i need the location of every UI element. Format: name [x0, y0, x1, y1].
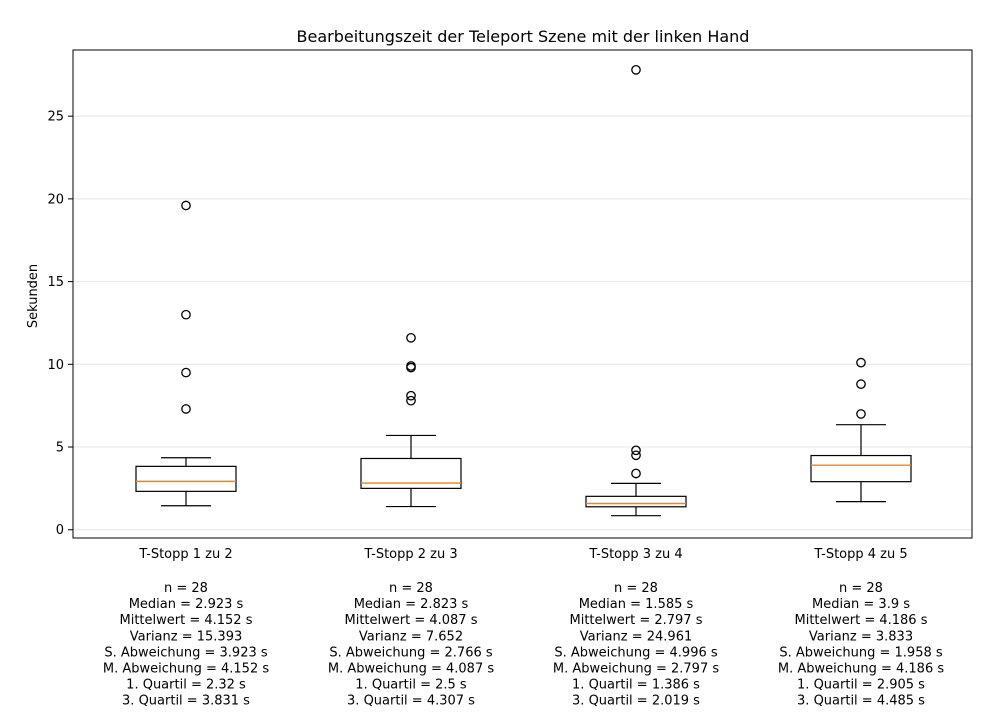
- box-iqr: [810, 454, 912, 483]
- outlier-point: [631, 445, 641, 456]
- stat-line: S. Abweichung = 2.766 s: [329, 645, 493, 660]
- box-group: [135, 200, 237, 507]
- category-label: T-Stopp 3 zu 4: [588, 547, 682, 562]
- category-label: T-Stopp 1 zu 2: [138, 547, 232, 562]
- outlier-point: [856, 357, 866, 368]
- stat-line: M. Abweichung = 2.797 s: [553, 662, 719, 677]
- outlier-point: [856, 379, 866, 390]
- y-tick-label: 20: [47, 192, 64, 207]
- stat-line: Mittelwert = 4.087 s: [345, 613, 478, 628]
- box-iqr: [135, 465, 237, 492]
- outlier-point: [181, 309, 191, 320]
- y-axis: 0 5 10 15 20 25: [47, 110, 73, 538]
- plot-area-frame: [72, 49, 973, 539]
- stat-line: S. Abweichung = 1.958 s: [779, 645, 943, 660]
- stat-line: n = 28: [164, 581, 208, 596]
- stat-line: n = 28: [839, 581, 883, 596]
- box-iqr: [585, 495, 687, 508]
- stat-line: Varianz = 24.961: [580, 629, 692, 644]
- chart-title: Bearbeitungszeit der Teleport Szene mit …: [297, 27, 750, 46]
- category-label: T-Stopp 2 zu 3: [363, 547, 457, 562]
- stat-line: 1. Quartil = 2.5 s: [355, 678, 467, 693]
- category-label: T-Stopp 4 zu 5: [813, 547, 907, 562]
- outlier-point: [856, 409, 866, 419]
- y-tick-label: 5: [56, 441, 64, 456]
- stat-line: Varianz = 15.393: [130, 629, 242, 644]
- stat-line: Mittelwert = 4.186 s: [795, 613, 928, 628]
- outlier-point: [406, 332, 416, 343]
- y-tick-label: 10: [47, 358, 64, 373]
- outlier-point: [631, 468, 641, 479]
- stat-line: n = 28: [614, 581, 658, 596]
- grid-lines: [73, 115, 972, 531]
- stat-line: Mittelwert = 2.797 s: [570, 613, 703, 628]
- y-axis-label: Sekunden: [26, 264, 41, 328]
- outlier-point: [631, 65, 641, 75]
- stat-line: M. Abweichung = 4.186 s: [778, 662, 944, 677]
- stat-line: S. Abweichung = 4.996 s: [554, 645, 718, 660]
- stat-line: 3. Quartil = 3.831 s: [122, 694, 250, 709]
- y-tick-label: 25: [47, 110, 64, 125]
- stat-line: n = 28: [389, 581, 433, 596]
- box-group: [810, 357, 912, 503]
- y-tick-label: 15: [47, 275, 64, 290]
- stat-line: 3. Quartil = 2.019 s: [572, 694, 700, 709]
- stat-line: 3. Quartil = 4.485 s: [797, 694, 925, 709]
- stat-line: Varianz = 7.652: [359, 629, 463, 644]
- outlier-point: [181, 404, 191, 414]
- box-iqr: [360, 457, 462, 489]
- outlier-point: [406, 361, 416, 371]
- stat-line: Median = 3.9 s: [812, 597, 910, 612]
- outlier-point: [406, 395, 416, 406]
- stat-line: 3. Quartil = 4.307 s: [347, 694, 475, 709]
- stat-line: Varianz = 3.833: [809, 629, 913, 644]
- outlier-point: [631, 450, 641, 461]
- stat-line: M. Abweichung = 4.087 s: [328, 662, 494, 677]
- stat-line: Median = 1.585 s: [579, 597, 694, 612]
- stat-line: Mittelwert = 4.152 s: [120, 613, 253, 628]
- stat-line: 1. Quartil = 1.386 s: [572, 678, 700, 693]
- stat-line: M. Abweichung = 4.152 s: [103, 662, 269, 677]
- boxes: [135, 65, 912, 517]
- stat-line: S. Abweichung = 3.923 s: [104, 645, 268, 660]
- outlier-point: [181, 367, 191, 378]
- box-group: [360, 332, 462, 508]
- outlier-point: [406, 390, 416, 401]
- stat-line: Median = 2.823 s: [354, 597, 469, 612]
- box-group: [585, 65, 687, 517]
- outlier-point: [181, 200, 191, 211]
- stat-line: 1. Quartil = 2.32 s: [126, 678, 246, 693]
- stat-line: Median = 2.923 s: [129, 597, 244, 612]
- y-tick-label: 0: [56, 523, 64, 538]
- stat-line: 1. Quartil = 2.905 s: [797, 678, 925, 693]
